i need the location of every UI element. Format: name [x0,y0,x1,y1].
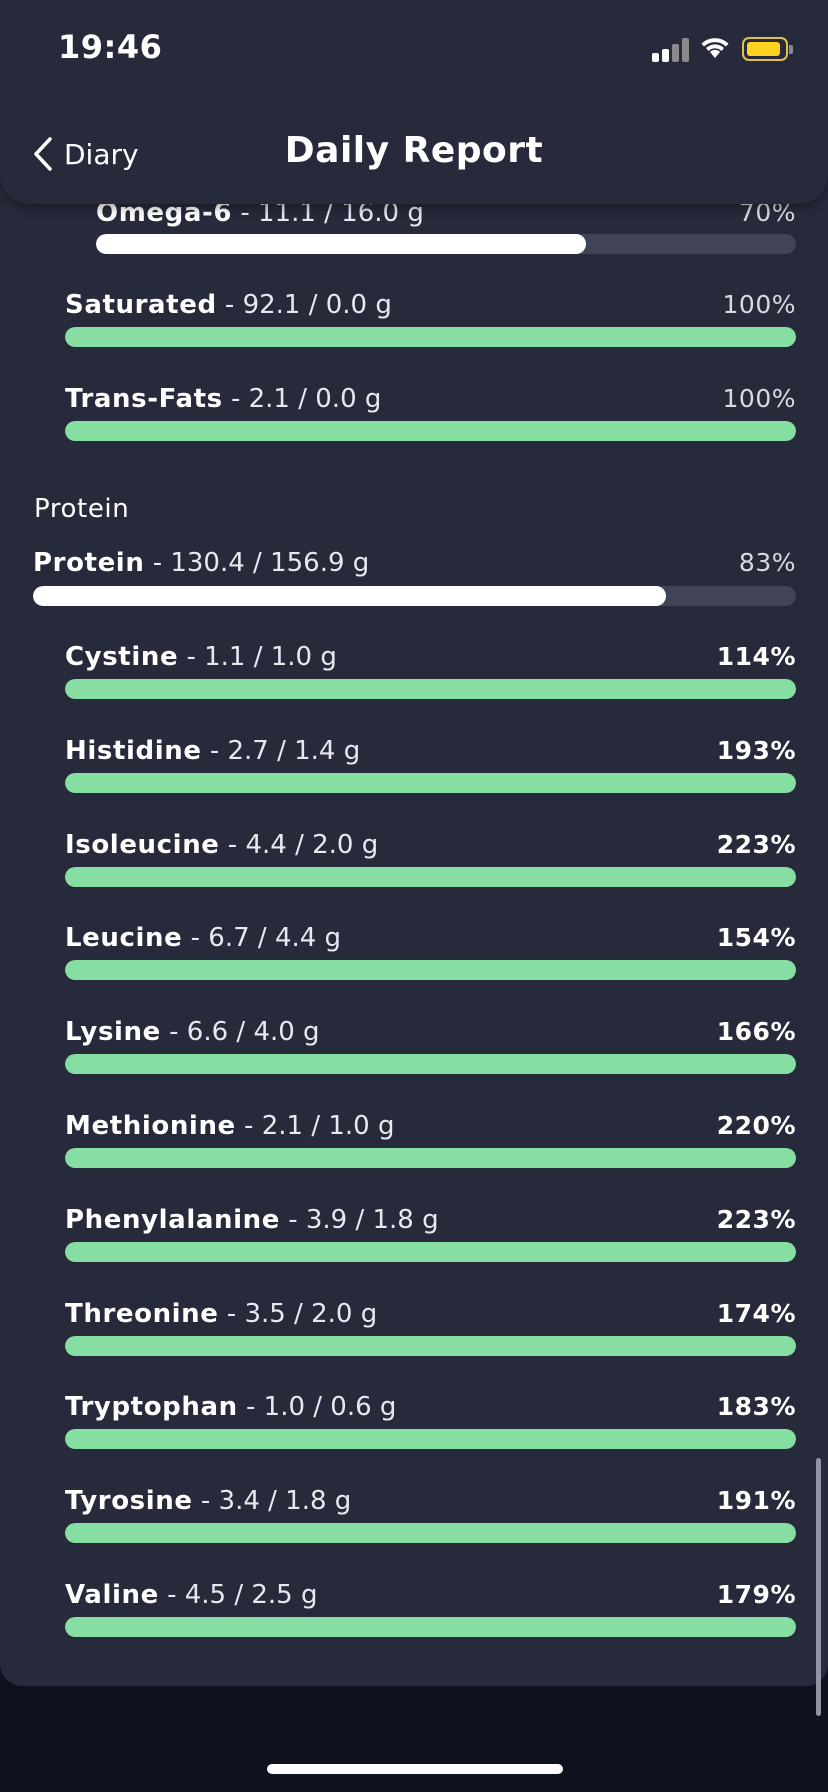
nutrient-row-saturated: Saturated - 92.1 / 0.0 g 100% [65,290,796,347]
progress-bar [65,1148,796,1168]
progress-track [65,1242,796,1262]
nutrient-name: Tryptophan [65,1392,238,1422]
progress-bar [65,1429,796,1449]
nutrient-row-trans-fats: Trans-Fats - 2.1 / 0.0 g 100% [65,384,796,441]
navigation-header: 19:46 Diary Daily Report [0,0,828,204]
nutrient-percent: 100% [722,290,796,319]
progress-track [33,586,796,606]
nutrient-amount: - 2.1 / 0.0 g [222,384,382,414]
nutrient-name: Methionine [65,1111,236,1141]
nutrient-percent: 223% [716,830,796,859]
progress-track [65,327,796,347]
wifi-icon [701,38,729,58]
nutrient-amount: - 92.1 / 0.0 g [216,290,392,320]
nutrient-amount: - 4.5 / 2.5 g [158,1580,318,1610]
nutrient-row-tyrosine: Tyrosine - 3.4 / 1.8 g 191% [65,1486,796,1543]
progress-bar [65,1336,796,1356]
nutrient-amount: - 6.6 / 4.0 g [160,1017,320,1047]
progress-bar [65,773,796,793]
progress-bar [96,234,586,254]
nutrient-name: Lysine [65,1017,161,1047]
back-button[interactable]: Diary [32,132,139,176]
nutrient-percent: 193% [716,736,796,765]
nutrient-name: Tyrosine [65,1486,193,1516]
nutrient-row-methionine: Methionine - 2.1 / 1.0 g 220% [65,1111,796,1168]
nutrient-row-protein: Protein - 130.4 / 156.9 g 83% [33,548,796,606]
nutrient-amount: - 1.0 / 0.6 g [237,1392,397,1422]
nutrient-percent: 100% [722,384,796,413]
scrollbar[interactable] [816,1458,821,1716]
nutrient-amount: - 3.5 / 2.0 g [218,1299,378,1329]
nutrient-row-tryptophan: Tryptophan - 1.0 / 0.6 g 183% [65,1392,796,1449]
progress-track [65,867,796,887]
nutrient-percent: 220% [716,1111,796,1140]
nutrient-percent: 166% [716,1017,796,1046]
nutrient-amount: - 4.4 / 2.0 g [219,830,379,860]
nutrient-percent: 114% [716,642,796,671]
status-time: 19:46 [58,28,163,66]
progress-track [96,234,796,254]
nutrient-row-threonine: Threonine - 3.5 / 2.0 g 174% [65,1299,796,1356]
nutrient-row-phenylalanine: Phenylalanine - 3.9 / 1.8 g 223% [65,1205,796,1262]
nutrient-name: Histidine [65,736,202,766]
progress-bar [65,421,796,441]
nutrient-percent: 191% [716,1486,796,1515]
report-card: Omega-6 - 11.1 / 16.0 g 70% Saturated - … [0,0,828,1686]
progress-track [65,960,796,980]
nutrient-percent: 223% [716,1205,796,1234]
nutrient-amount: - 2.1 / 1.0 g [235,1111,395,1141]
nutrient-amount: - 2.7 / 1.4 g [201,736,361,766]
nutrient-amount: - 130.4 / 156.9 g [144,548,370,578]
nutrient-row-cystine: Cystine - 1.1 / 1.0 g 114% [65,642,796,699]
progress-track [65,1523,796,1543]
nutrient-row-leucine: Leucine - 6.7 / 4.4 g 154% [65,923,796,980]
nutrient-amount: - 1.1 / 1.0 g [178,642,337,672]
nutrient-name: Isoleucine [65,830,220,860]
progress-track [65,773,796,793]
progress-bar [65,867,796,887]
page-title: Daily Report [284,130,544,171]
progress-track [65,1617,796,1637]
nutrient-row-valine: Valine - 4.5 / 2.5 g 179% [65,1580,796,1637]
progress-bar [65,1617,796,1637]
section-title-protein: Protein [34,494,130,524]
progress-bar [65,1242,796,1262]
nutrient-amount: - 3.9 / 1.8 g [279,1205,439,1235]
progress-bar [65,1054,796,1074]
nutrient-name: Valine [65,1580,159,1610]
progress-track [65,679,796,699]
nutrient-name: Trans-Fats [65,384,223,414]
chevron-left-icon [34,137,52,171]
nutrient-name: Protein [33,548,145,578]
nutrient-name: Leucine [65,923,183,953]
nutrient-name: Phenylalanine [65,1205,280,1235]
progress-track [65,1429,796,1449]
progress-bar [65,1523,796,1543]
nutrient-amount: - 3.4 / 1.8 g [192,1486,352,1516]
progress-track [65,1336,796,1356]
home-indicator[interactable] [267,1764,563,1774]
progress-track [65,421,796,441]
progress-bar [65,960,796,980]
nutrient-name: Saturated [65,290,217,320]
progress-bar [65,327,796,347]
nutrient-percent: 179% [716,1580,796,1609]
progress-bar [65,679,796,699]
nutrient-percent: 183% [716,1392,796,1421]
nutrient-amount: - 6.7 / 4.4 g [182,923,342,953]
back-button-label: Diary [64,137,139,171]
nutrient-row-lysine: Lysine - 6.6 / 4.0 g 166% [65,1017,796,1074]
nutrient-row-isoleucine: Isoleucine - 4.4 / 2.0 g 223% [65,830,796,887]
cellular-signal-icon [652,38,690,62]
progress-track [65,1148,796,1168]
nutrient-percent: 174% [716,1299,796,1328]
progress-track [65,1054,796,1074]
nutrient-percent: 83% [738,548,796,577]
nutrient-percent: 154% [716,923,796,952]
progress-bar [33,586,667,606]
nutrient-row-histidine: Histidine - 2.7 / 1.4 g 193% [65,736,796,793]
nutrient-name: Threonine [65,1299,219,1329]
nutrient-name: Cystine [65,642,179,672]
battery-icon [742,37,793,61]
